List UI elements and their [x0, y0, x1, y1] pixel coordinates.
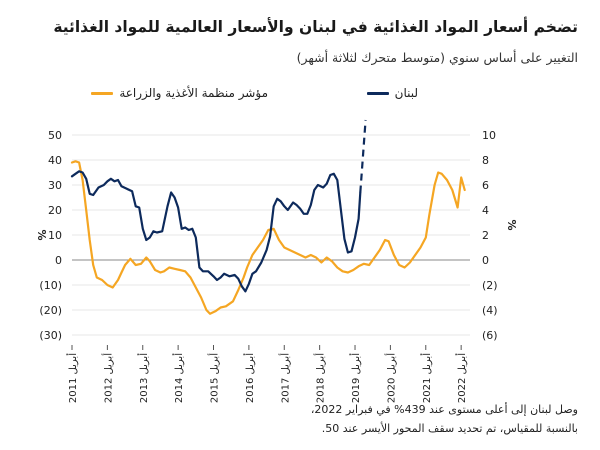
legend-label-lebanon: لبنان	[394, 86, 418, 100]
right-tick-label-6: (2)	[482, 279, 498, 292]
left-tick-label-6: (10)	[39, 279, 62, 292]
legend-label-fao: مؤشر منظمة الأغذية والزراعة	[119, 86, 268, 100]
legend-entry-fao: مؤشر منظمة الأغذية والزراعة	[91, 86, 268, 100]
right-tick-label-0: 10	[482, 129, 496, 142]
left-tick-label-4: 10	[48, 229, 62, 242]
right-tick-label-1: 8	[482, 154, 489, 167]
right-tick-label-3: 4	[482, 204, 489, 217]
x-tick-label-0: أبريل 2011	[66, 353, 79, 403]
right-tick-label-4: 2	[482, 229, 489, 242]
right-tick-label-5: 0	[482, 254, 489, 267]
left-tick-label-7: (20)	[39, 304, 62, 317]
left-tick-label-2: 30	[48, 179, 62, 192]
legend-swatch-lebanon	[366, 91, 389, 95]
left-tick-label-8: (30)	[39, 329, 62, 342]
x-tick-label-6: أبريل 2017	[278, 353, 291, 403]
x-tick-label-1: أبريل 2012	[101, 353, 114, 403]
chart-subtitle: التغيير على أساس سنوي (متوسط متحرك لثلاث…	[296, 50, 578, 65]
right-axis-unit: %	[505, 219, 518, 230]
x-tick-label-7: أبريل 2018	[314, 353, 327, 403]
left-tick-label-3: 20	[48, 204, 62, 217]
x-tick-label-11: أبريل 2022	[455, 353, 468, 403]
right-tick-label-8: (6)	[482, 329, 498, 342]
left-tick-label-0: 50	[48, 129, 62, 142]
x-tick-label-2: أبريل 2013	[137, 353, 150, 403]
x-tick-label-10: أبريل 2021	[420, 353, 433, 403]
right-tick-label-7: (4)	[482, 304, 498, 317]
footnote-2: بالنسبة للمقياس، تم تحديد سقف المحور الأ…	[321, 422, 578, 435]
series-line-lebanon-dashed	[359, 119, 367, 193]
chart-title: تضخم أسعار المواد الغذائية في لبنان والأ…	[53, 18, 578, 36]
x-tick-label-5: أبريل 2016	[243, 353, 256, 403]
left-axis-unit: %	[35, 229, 48, 240]
x-tick-label-8: أبريل 2019	[349, 353, 362, 403]
legend-swatch-fao	[91, 91, 114, 95]
series-line-lebanon	[70, 170, 362, 293]
x-tick-label-3: أبريل 2014	[172, 353, 185, 403]
x-tick-label-4: أبريل 2015	[208, 353, 221, 403]
left-tick-label-1: 40	[48, 154, 62, 167]
footnote-1: وصل لبنان إلى أعلى مستوى عند 439% في فبر…	[310, 403, 578, 416]
x-tick-label-9: أبريل 2020	[384, 353, 397, 403]
right-tick-label-2: 6	[482, 179, 489, 192]
series-line-fao	[70, 160, 466, 315]
legend-entry-lebanon: لبنان	[366, 86, 418, 100]
left-tick-label-5: 0	[55, 254, 62, 267]
